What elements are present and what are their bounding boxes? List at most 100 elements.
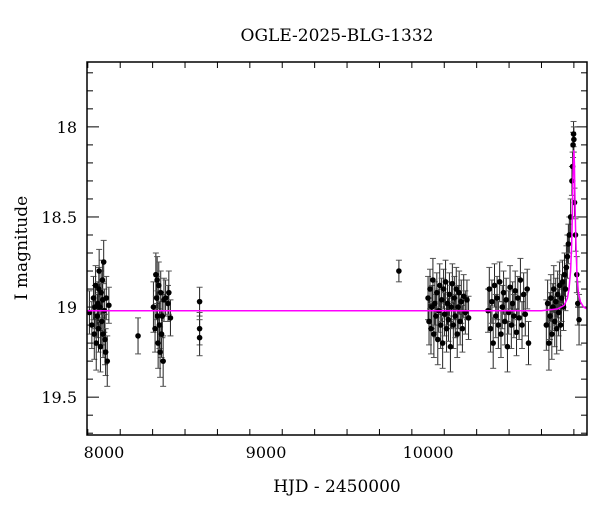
x-axis-label: HJD - 2450000 [273,477,401,497]
data-point [548,295,554,301]
data-point [492,313,499,319]
data-point [90,295,97,301]
plot-frame [86,61,588,436]
data-point [100,331,106,337]
data-point [516,315,522,321]
y-tick-label: 19 [57,298,77,317]
data-point [448,304,455,310]
data-point [498,331,504,337]
data-point [96,268,102,274]
data-point [135,333,141,339]
data-point [512,288,519,294]
data-point [196,298,203,305]
data-point [425,295,431,301]
data-point [150,304,157,310]
data-point [564,253,571,260]
data-point [437,322,444,328]
x-tick-label: 10000 [403,443,454,462]
data-point [158,331,165,337]
data-point [522,311,529,318]
data-point [459,325,466,332]
data-point [442,279,449,285]
data-point [489,298,495,305]
data-point [447,343,454,350]
data-point [496,279,503,285]
data-point [499,304,506,310]
data-point [449,280,456,287]
data-point [547,313,553,319]
data-point [570,131,577,137]
data-point [511,313,517,319]
data-point [155,282,162,289]
data-point [93,340,100,346]
data-point [155,340,161,346]
data-point [167,315,174,321]
data-point [157,349,163,355]
data-point [99,277,106,283]
data-point [156,322,163,328]
data-point [487,325,494,332]
data-point [433,313,439,319]
data-point [153,271,159,278]
chart-title: OGLE-2025-BLG-1332 [241,26,434,46]
data-point [152,325,158,332]
data-point [513,329,520,336]
data-point [570,142,576,148]
model-curve [87,150,588,312]
data-point [165,300,171,307]
y-tick-label: 18 [57,118,77,137]
data-point [544,300,551,307]
data-point [551,318,558,325]
data-point [436,282,443,289]
data-point [94,313,101,319]
data-point [464,297,470,303]
data-point [428,325,434,332]
data-point [427,286,433,292]
data-point [525,340,532,346]
data-point [554,291,561,298]
data-point [552,298,559,305]
data-point [557,322,564,328]
data-point [106,302,112,309]
data-point [507,284,513,291]
data-point [562,286,569,292]
data-point [95,325,102,332]
data-point [465,315,472,321]
data-point [515,295,521,301]
data-point [549,331,555,337]
data-point [559,279,566,285]
data-point [571,136,577,143]
data-point [490,340,496,346]
x-tick-label: 9000 [246,443,287,462]
data-point [396,268,402,274]
data-point [98,289,104,296]
data-point [456,289,462,296]
data-point [96,304,103,310]
data-point [444,300,451,307]
data-point [550,304,556,310]
data-point [509,300,516,307]
data-point [495,322,502,328]
data-point [92,282,99,289]
data-point [426,318,432,325]
data-point [555,309,562,316]
data-point [452,313,459,319]
data-point [566,232,573,238]
data-point [102,349,109,355]
y-tick-label: 18.5 [41,208,77,227]
data-point [503,297,509,303]
data-point [431,331,437,337]
data-point [91,331,98,337]
data-point [434,336,441,343]
data-point [100,259,107,265]
data-point [430,277,436,283]
data-point [576,316,582,323]
data-point [97,343,104,350]
data-point [561,271,568,278]
data-point [517,277,524,283]
data-point [451,295,458,301]
data-point [502,318,508,325]
data-point [441,311,448,318]
